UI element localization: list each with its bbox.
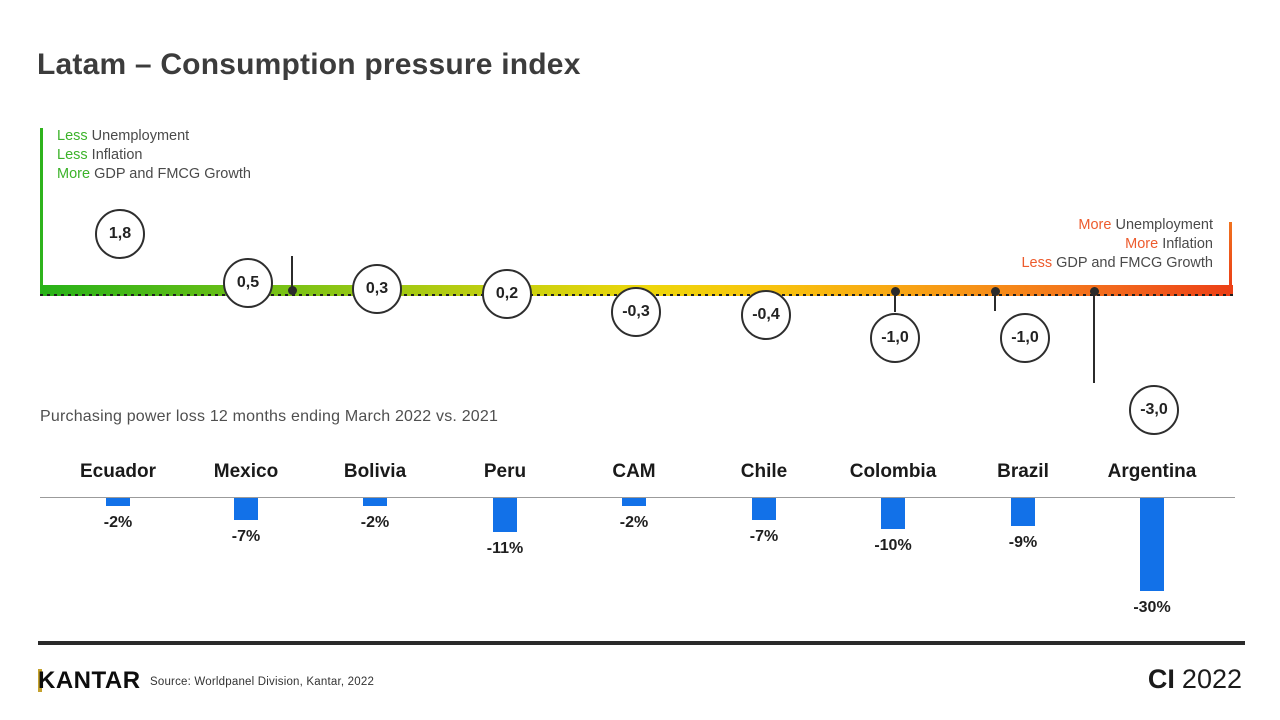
country-label: Argentina [1107,461,1197,482]
legend-text: Inflation [1162,236,1213,252]
scale-tick-line [1093,291,1095,383]
legend-keyword: More [1125,236,1163,252]
legend-text: Unemployment [1115,217,1213,233]
country-label: Brazil [997,461,1049,482]
loss-value-label: -9% [1008,534,1038,551]
loss-bar [106,498,130,506]
loss-bar [234,498,258,520]
legend-line: Less Unemployment [57,127,251,146]
loss-bar [752,498,776,520]
scale-tick-line [291,256,293,290]
legend-keyword: Less [1021,255,1057,271]
scale-tick-dot [990,286,1000,296]
red-axis-line [1229,222,1232,288]
kantar-gold-mark [38,669,42,692]
loss-bar [493,498,517,532]
legend-line: Less Inflation [57,146,251,165]
index-value-circle: -1,0 [1000,313,1050,363]
legend-text: GDP and FMCG Growth [1056,255,1213,271]
legend-keyword: Less [57,147,92,163]
loss-value-label: -7% [231,528,261,545]
loss-bar [622,498,646,506]
country-label: Ecuador [79,461,157,482]
loss-value-label: -11% [486,540,524,557]
source-note: Source: Worldpanel Division, Kantar, 202… [150,676,375,688]
index-value-circle: 0,3 [352,264,402,314]
loss-bar [1011,498,1035,526]
loss-bar [1140,498,1164,591]
loss-value-label: -30% [1133,599,1171,616]
page-title: Latam – Consumption pressure index [37,48,581,81]
ci-label: CI [1147,664,1175,694]
scale-tick-dot [1089,286,1099,296]
scale-tick-line [994,291,996,311]
legend-line: More Inflation [1021,235,1213,254]
legend-negative: More Unemployment More Inflation Less GDP … [1021,216,1213,273]
legend-keyword: Less [57,128,92,144]
loss-value-label: -2% [619,514,649,531]
legend-text: GDP and FMCG Growth [94,166,251,182]
country-label: Bolivia [343,461,407,482]
legend-positive: Less Unemployment Less Inflation More GDP … [57,127,251,184]
bar-chart-subtitle: Purchasing power loss 12 months ending M… [40,408,499,425]
scale-tick-dot [890,286,900,296]
index-value-circle: -1,0 [870,313,920,363]
country-label: Peru [483,461,527,482]
ci-year: 2022 [1181,664,1242,694]
index-value-circle: -3,0 [1129,385,1179,435]
loss-bar [363,498,387,506]
scale-tick-line [894,291,896,312]
legend-line: More GDP and FMCG Growth [57,165,251,184]
loss-value-label: -2% [360,514,390,531]
loss-value-label: -7% [749,528,779,545]
bar-chart-axis [40,497,1235,498]
scale-tick-dot [287,285,297,295]
index-value-circle: 0,5 [223,258,273,308]
index-value-circle: 0,2 [482,269,532,319]
legend-text: Inflation [91,147,143,163]
loss-bar [881,498,905,529]
loss-value-label: -2% [103,514,133,531]
legend-keyword: More [1078,217,1116,233]
loss-value-label: -10% [874,537,912,554]
country-label: Colombia [849,461,937,482]
ci-year-badge: CI 2022 [1148,664,1242,695]
legend-line: Less GDP and FMCG Growth [1021,254,1213,273]
country-label: CAM [612,461,656,482]
index-value-circle: -0,3 [611,287,661,337]
legend-keyword: More [57,166,95,182]
kantar-logo: KANTAR [38,667,141,694]
green-axis-line [40,128,43,288]
legend-line: More Unemployment [1021,216,1213,235]
country-label: Mexico [213,461,279,482]
index-value-circle: -0,4 [741,290,791,340]
legend-text: Unemployment [91,128,190,144]
country-label: Chile [740,461,788,482]
index-value-circle: 1,8 [95,209,145,259]
footer-divider [38,641,1245,645]
